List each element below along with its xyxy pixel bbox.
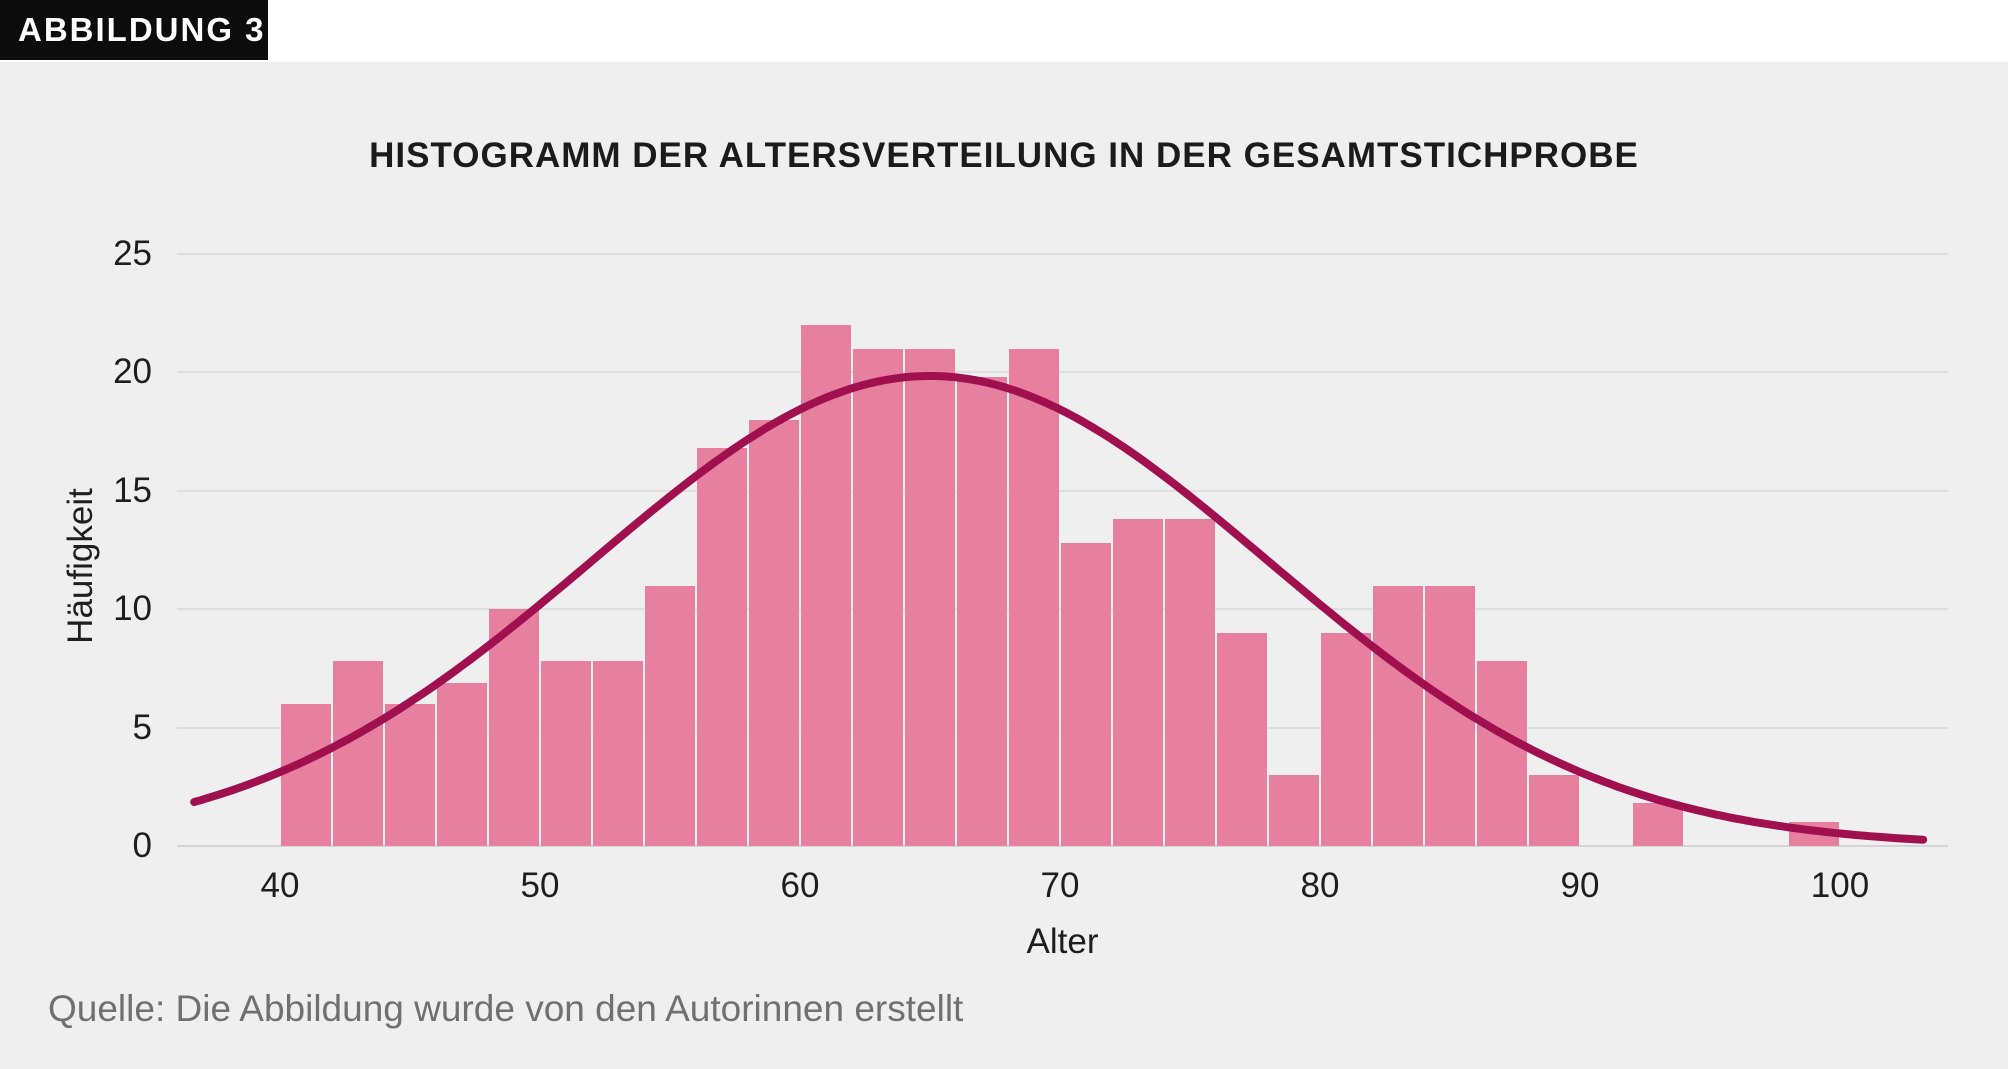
histogram-bar: [541, 661, 591, 846]
histogram-bar: [1217, 632, 1267, 846]
histogram-bar: [1373, 585, 1423, 846]
histogram-bar: [593, 661, 643, 846]
histogram-bar: [957, 377, 1007, 846]
gridline: [177, 489, 1948, 492]
figure-tag-label: ABBILDUNG 3: [18, 11, 266, 48]
source-note: Quelle: Die Abbildung wurde von den Auto…: [48, 988, 964, 1029]
histogram-bar: [853, 348, 903, 846]
histogram-bar: [281, 703, 331, 846]
gridline: [177, 253, 1948, 255]
histogram-bar: [1477, 661, 1527, 846]
x-axis-title: Alter: [1026, 922, 1099, 961]
histogram-bar: [1321, 632, 1371, 846]
x-tick-label: 70: [1040, 866, 1080, 905]
histogram-bar: [1789, 822, 1839, 846]
histogram-bar: [749, 419, 799, 846]
histogram-bar: [437, 682, 487, 846]
histogram-bar: [1113, 519, 1163, 846]
y-tick-label: 10: [113, 589, 152, 629]
histogram-bar: [333, 661, 383, 846]
x-axis-line: [177, 845, 1948, 847]
y-tick-label: 15: [113, 470, 152, 510]
histogram-bar: [801, 325, 851, 846]
y-tick-label: 0: [132, 826, 152, 865]
y-tick-label: 5: [132, 707, 152, 747]
histogram-bar: [697, 448, 747, 846]
histogram-bar: [1009, 348, 1059, 846]
y-tick-label: 20: [113, 352, 152, 392]
x-tick-label: 90: [1560, 866, 1600, 905]
gridline: [177, 371, 1948, 374]
histogram-bar: [645, 585, 695, 846]
histogram-bar: [1061, 542, 1111, 846]
y-tick-label: 25: [113, 234, 152, 273]
chart-title: HISTOGRAMM DER ALTERSVERTEILUNG IN DER G…: [369, 136, 1639, 175]
x-tick-label: 60: [780, 866, 820, 905]
x-tick-label: 100: [1810, 866, 1870, 905]
histogram-bar: [385, 703, 435, 846]
x-tick-label: 40: [260, 866, 300, 905]
figure-tag: ABBILDUNG 3: [0, 0, 268, 60]
x-tick-label: 50: [520, 866, 560, 905]
x-tick-label: 80: [1300, 866, 1340, 905]
histogram-bar: [1425, 585, 1475, 846]
y-axis-title: Häufigkeit: [61, 488, 100, 644]
histogram-bar: [1165, 519, 1215, 846]
histogram-bar: [1269, 774, 1319, 846]
histogram-bar: [489, 609, 539, 846]
histogram-bar: [905, 348, 955, 846]
histogram-bar: [1529, 774, 1579, 846]
histogram-bar: [1633, 803, 1683, 846]
